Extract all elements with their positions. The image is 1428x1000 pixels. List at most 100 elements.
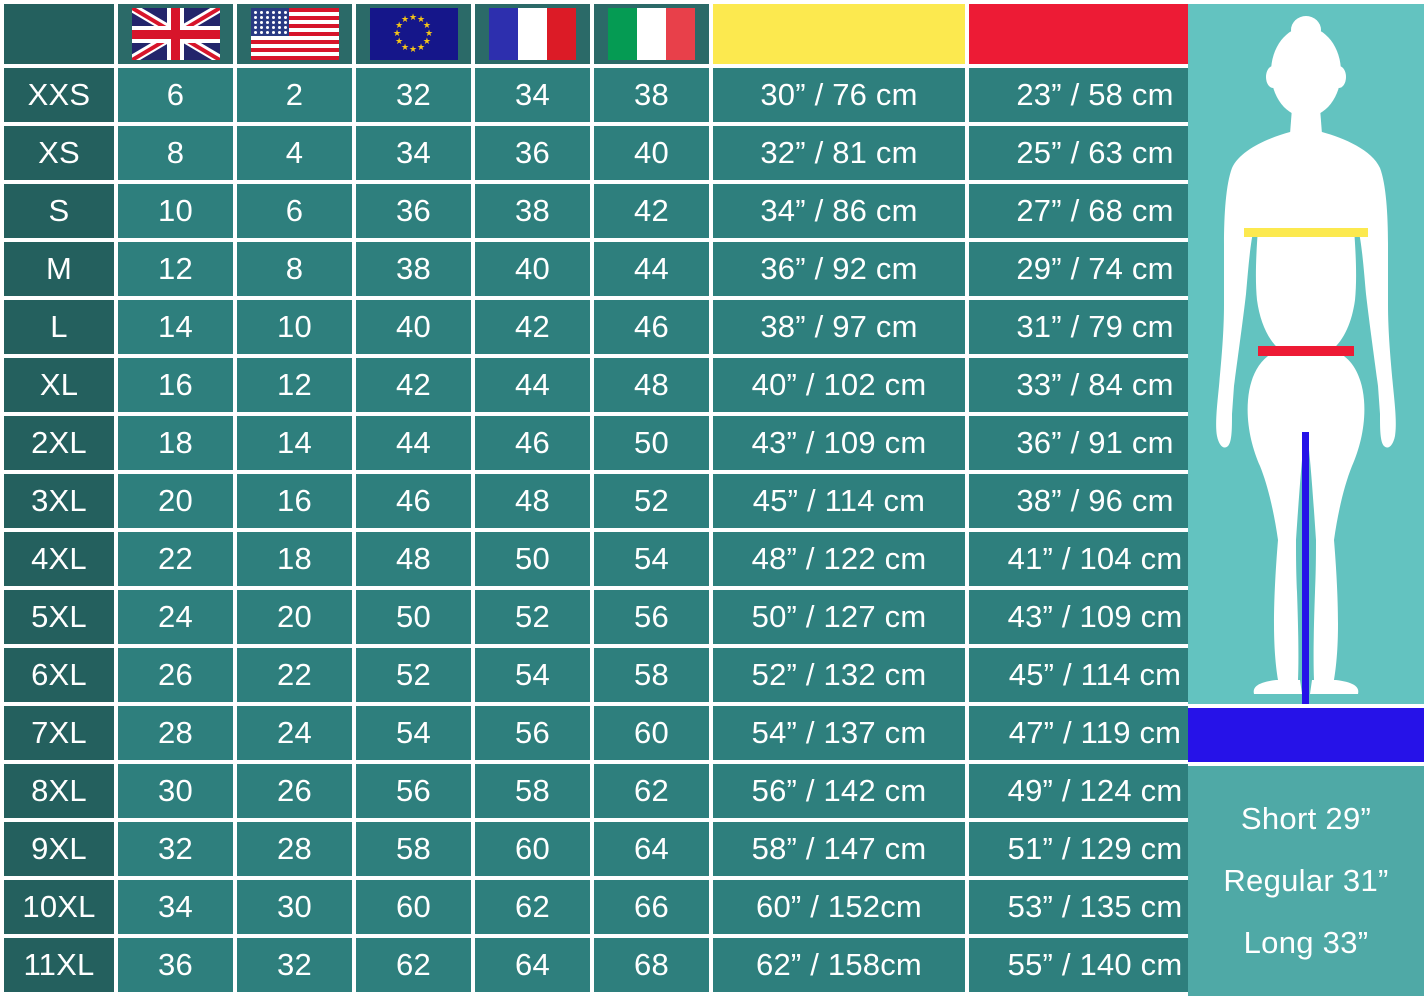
size-label-cell: 9XL <box>4 822 114 876</box>
waist-measure-cell: 25” / 63 cm <box>969 126 1221 180</box>
table-row: 9XL 32 28 58 60 64 58” / 147 cm 51” / 129 cm <box>4 822 1221 876</box>
waist-measure-cell: 47” / 119 cm <box>969 706 1221 760</box>
header-cell-bust <box>713 4 965 64</box>
size-value-cell-us: 28 <box>237 822 352 876</box>
size-value-cell-it: 66 <box>594 880 709 934</box>
uk-flag-icon <box>131 8 220 60</box>
table-row: 2XL 18 14 44 46 50 43” / 109 cm 36” / 91 cm <box>4 416 1221 470</box>
inseam-option-long: Long 33” <box>1243 925 1369 960</box>
waist-measure-line <box>1258 346 1354 356</box>
size-value-cell-eu: 48 <box>356 532 471 586</box>
size-label-cell: L <box>4 300 114 354</box>
bust-measure-cell: 56” / 142 cm <box>713 764 965 818</box>
table-row: 6XL 26 22 52 54 58 52” / 132 cm 45” / 114 cm <box>4 648 1221 702</box>
inseam-option-short: Short 29” <box>1240 801 1372 836</box>
size-value-cell-us: 14 <box>237 416 352 470</box>
size-label-cell: 5XL <box>4 590 114 644</box>
size-value-cell-fr: 36 <box>475 126 590 180</box>
bust-measure-cell: 48” / 122 cm <box>713 532 965 586</box>
size-value-cell-us: 18 <box>237 532 352 586</box>
size-value-cell-fr: 34 <box>475 68 590 122</box>
figure-and-inseam-panel: Short 29” Regular 31” Long 33” <box>1188 0 1428 1000</box>
size-value-cell-it: 68 <box>594 938 709 992</box>
header-cell-fr <box>475 4 590 64</box>
bust-measure-line <box>1244 228 1368 237</box>
size-value-cell-uk: 34 <box>118 880 233 934</box>
bust-measure-cell: 52” / 132 cm <box>713 648 965 702</box>
size-value-cell-eu: 60 <box>356 880 471 934</box>
size-value-cell-it: 62 <box>594 764 709 818</box>
size-label-cell: XXS <box>4 68 114 122</box>
size-value-cell-fr: 62 <box>475 880 590 934</box>
size-value-cell-it: 38 <box>594 68 709 122</box>
table-header-row: ★ ★ ★ ★ ★ ★ ★ ★ ★ ★ ★ ★ <box>4 4 1221 64</box>
size-value-cell-uk: 36 <box>118 938 233 992</box>
bust-measure-cell: 38” / 97 cm <box>713 300 965 354</box>
bust-measure-cell: 40” / 102 cm <box>713 358 965 412</box>
size-label-cell: 11XL <box>4 938 114 992</box>
size-value-cell-fr: 60 <box>475 822 590 876</box>
size-value-cell-uk: 12 <box>118 242 233 296</box>
size-value-cell-uk: 8 <box>118 126 233 180</box>
waist-measure-cell: 27” / 68 cm <box>969 184 1221 238</box>
bust-measure-cell: 60” / 152cm <box>713 880 965 934</box>
size-value-cell-it: 44 <box>594 242 709 296</box>
size-value-cell-it: 58 <box>594 648 709 702</box>
size-value-cell-eu: 54 <box>356 706 471 760</box>
size-table: ★ ★ ★ ★ ★ ★ ★ ★ ★ ★ ★ ★ <box>4 4 1221 992</box>
size-value-cell-fr: 54 <box>475 648 590 702</box>
size-value-cell-it: 42 <box>594 184 709 238</box>
body-figure-panel <box>1188 4 1424 704</box>
size-value-cell-us: 24 <box>237 706 352 760</box>
size-value-cell-eu: 40 <box>356 300 471 354</box>
waist-measure-cell: 49” / 124 cm <box>969 764 1221 818</box>
size-value-cell-eu: 44 <box>356 416 471 470</box>
size-label-cell: 10XL <box>4 880 114 934</box>
table-row: XXS 6 2 32 34 38 30” / 76 cm 23” / 58 cm <box>4 68 1221 122</box>
waist-measure-cell: 23” / 58 cm <box>969 68 1221 122</box>
size-value-cell-us: 26 <box>237 764 352 818</box>
size-label-cell: 4XL <box>4 532 114 586</box>
table-row: 3XL 20 16 46 48 52 45” / 114 cm 38” / 96 cm <box>4 474 1221 528</box>
table-row: XL 16 12 42 44 48 40” / 102 cm 33” / 84 cm <box>4 358 1221 412</box>
table-row: M 12 8 38 40 44 36” / 92 cm 29” / 74 cm <box>4 242 1221 296</box>
size-value-cell-uk: 14 <box>118 300 233 354</box>
eu-flag-icon: ★ ★ ★ ★ ★ ★ ★ ★ ★ ★ ★ ★ <box>369 8 458 60</box>
size-value-cell-us: 2 <box>237 68 352 122</box>
size-value-cell-uk: 18 <box>118 416 233 470</box>
size-value-cell-it: 48 <box>594 358 709 412</box>
size-value-cell-it: 60 <box>594 706 709 760</box>
table-row: 11XL 36 32 62 64 68 62” / 158cm 55” / 140 cm <box>4 938 1221 992</box>
size-value-cell-uk: 26 <box>118 648 233 702</box>
bust-measure-cell: 58” / 147 cm <box>713 822 965 876</box>
size-value-cell-eu: 56 <box>356 764 471 818</box>
size-value-cell-us: 32 <box>237 938 352 992</box>
size-label-cell: M <box>4 242 114 296</box>
size-value-cell-eu: 52 <box>356 648 471 702</box>
size-label-cell: 3XL <box>4 474 114 528</box>
size-label-cell: 2XL <box>4 416 114 470</box>
inseam-color-bar <box>1188 708 1424 762</box>
bust-measure-cell: 54” / 137 cm <box>713 706 965 760</box>
size-label-cell: XS <box>4 126 114 180</box>
size-value-cell-eu: 34 <box>356 126 471 180</box>
waist-measure-cell: 36” / 91 cm <box>969 416 1221 470</box>
size-label-cell: 6XL <box>4 648 114 702</box>
size-value-cell-fr: 46 <box>475 416 590 470</box>
size-value-cell-fr: 64 <box>475 938 590 992</box>
size-value-cell-us: 20 <box>237 590 352 644</box>
size-value-cell-it: 54 <box>594 532 709 586</box>
size-value-cell-fr: 38 <box>475 184 590 238</box>
size-value-cell-eu: 36 <box>356 184 471 238</box>
red-bar-icon <box>969 4 1221 64</box>
italy-flag-icon <box>607 8 696 60</box>
waist-measure-cell: 33” / 84 cm <box>969 358 1221 412</box>
size-value-cell-us: 12 <box>237 358 352 412</box>
female-body-silhouette-icon <box>1216 16 1396 704</box>
header-cell-uk <box>118 4 233 64</box>
size-value-cell-it: 40 <box>594 126 709 180</box>
size-value-cell-us: 10 <box>237 300 352 354</box>
size-label-cell: S <box>4 184 114 238</box>
table-row: 5XL 24 20 50 52 56 50” / 127 cm 43” / 109 cm <box>4 590 1221 644</box>
